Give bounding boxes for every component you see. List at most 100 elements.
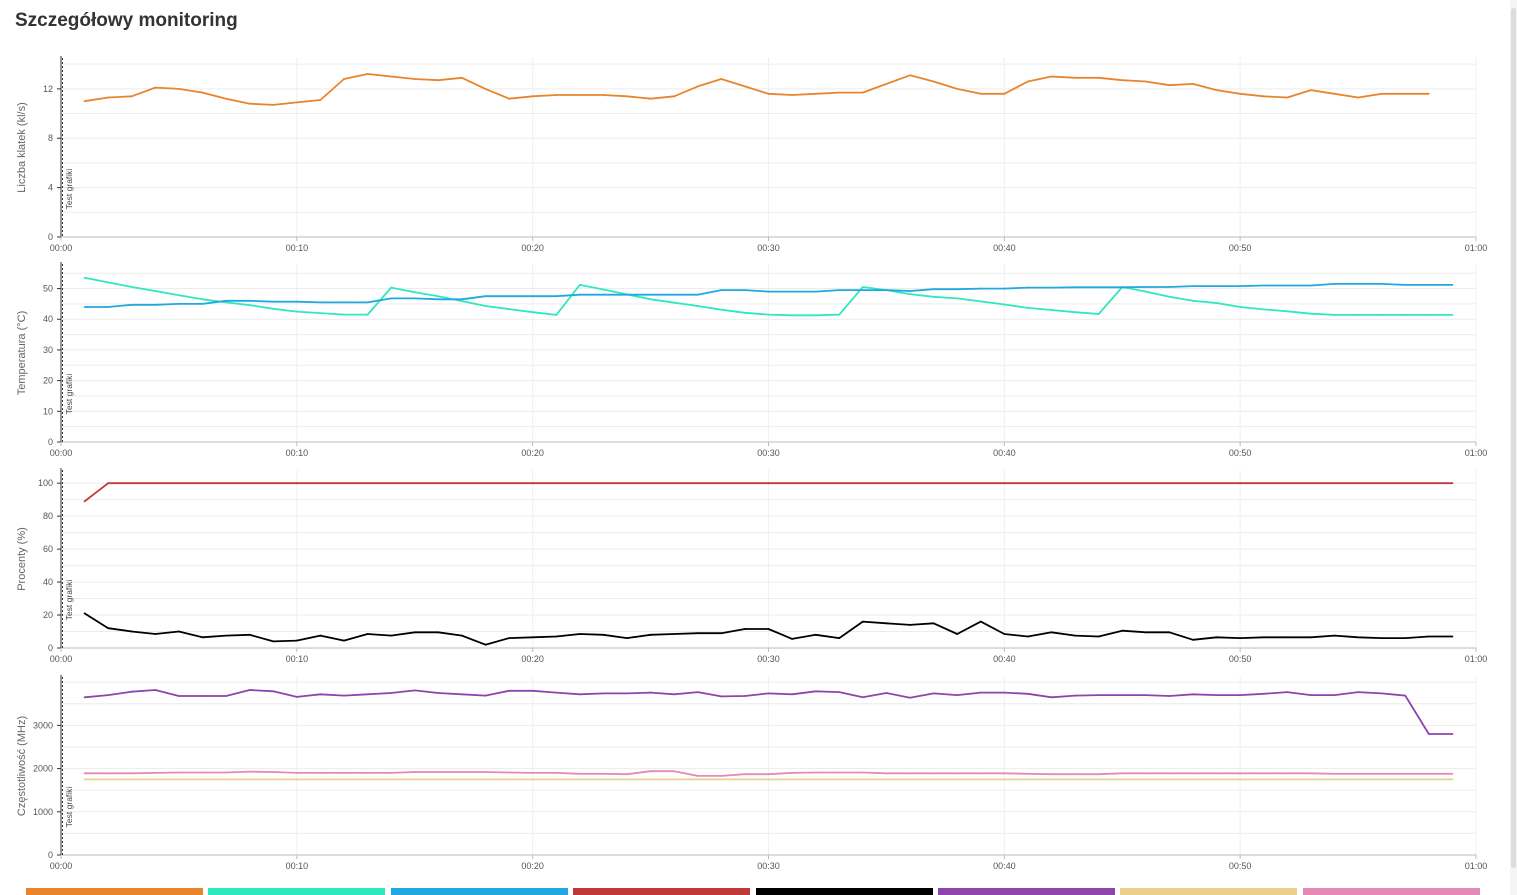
data-point (791, 772, 793, 774)
data-point (343, 482, 345, 485)
data-point (1310, 482, 1312, 485)
data-point (744, 695, 746, 697)
data-point (1168, 482, 1171, 485)
data-point (1192, 83, 1194, 85)
data-point (1003, 482, 1006, 485)
data-point (1097, 482, 1100, 485)
data-point (555, 482, 558, 485)
legend-item-gpu_load[interactable] (573, 888, 751, 895)
data-point (1192, 778, 1194, 781)
data-point (1333, 778, 1336, 781)
data-point (178, 778, 180, 781)
data-point (295, 695, 298, 698)
data-point (626, 773, 628, 776)
data-point (130, 778, 133, 781)
data-point (343, 778, 345, 781)
data-point (130, 690, 133, 693)
data-point (461, 693, 463, 696)
data-point (649, 482, 652, 485)
y-tick-label: 20 (43, 376, 53, 386)
x-tick-label: 01:00 (1465, 448, 1488, 458)
data-point (1380, 692, 1383, 695)
data-point (248, 770, 251, 773)
data-point (602, 288, 605, 291)
data-point (744, 85, 746, 88)
data-point (1451, 635, 1454, 638)
data-point (343, 301, 345, 304)
scrollbar-thumb[interactable] (1511, 8, 1516, 868)
data-point (1239, 285, 1242, 287)
data-point (461, 771, 463, 773)
data-point (1380, 482, 1383, 485)
data-point (1050, 773, 1053, 776)
legend-item-mem_clock[interactable] (1302, 888, 1480, 895)
data-point (1050, 286, 1053, 289)
data-point (838, 778, 841, 781)
data-point (791, 314, 793, 317)
data-point (1333, 694, 1336, 697)
legend-item-cpu_load[interactable] (755, 888, 933, 895)
data-point (1168, 631, 1171, 634)
data-point (1380, 283, 1383, 285)
data-point (1404, 637, 1407, 640)
data-point (508, 637, 510, 640)
data-point (201, 778, 204, 781)
data-point (83, 500, 86, 503)
data-point (673, 693, 676, 696)
data-point (248, 482, 251, 485)
legend-item-fps[interactable] (26, 888, 203, 895)
data-point (1144, 482, 1147, 485)
data-point (909, 778, 911, 781)
data-point (909, 772, 911, 775)
data-point (130, 95, 133, 98)
data-point (461, 76, 463, 79)
data-point (1003, 691, 1006, 694)
y-axis-label: Częstotliwość (MHz) (16, 716, 28, 816)
data-point (248, 689, 251, 691)
data-point (555, 772, 558, 774)
data-point (461, 300, 463, 303)
annotation-label: Test grafiki (64, 169, 74, 210)
data-point (201, 91, 204, 94)
data-point (531, 778, 534, 781)
legend-item-cpu_clock[interactable] (938, 888, 1115, 895)
data-point (861, 91, 864, 94)
data-point (272, 771, 275, 773)
data-point (461, 298, 463, 301)
data-point (1027, 772, 1029, 775)
data-point (437, 631, 440, 634)
data-point (154, 303, 157, 306)
data-point (1050, 309, 1053, 311)
data-point (1144, 286, 1147, 288)
data-point (1262, 772, 1265, 775)
data-point (1451, 283, 1454, 286)
data-point (272, 640, 275, 643)
data-point (979, 482, 982, 485)
legend-item-gpu_temp[interactable] (208, 888, 386, 895)
data-point (508, 778, 510, 781)
data-point (1144, 694, 1147, 697)
data-point (1262, 778, 1265, 781)
x-tick-label: 00:10 (286, 243, 309, 253)
data-point (1192, 482, 1194, 485)
data-point (178, 771, 180, 774)
data-point (1357, 482, 1359, 485)
data-point (720, 695, 723, 698)
data-point (1239, 306, 1242, 308)
chart-1: 0 4 8 12 00:00 00:10 00:20 00:30 00:40 00:50 01:00… (16, 56, 1487, 253)
data-point (791, 290, 793, 293)
data-point (437, 482, 440, 485)
legend-item-gpu_clock[interactable] (1120, 888, 1298, 895)
data-point (555, 314, 558, 316)
legend-item-cpu_temp[interactable] (390, 888, 568, 895)
data-point (1286, 636, 1289, 639)
data-point (838, 91, 841, 94)
data-point (1027, 80, 1029, 83)
data-point (932, 778, 935, 781)
vertical-scrollbar[interactable] (1510, 0, 1517, 895)
data-point (885, 772, 888, 775)
data-point (319, 99, 322, 101)
data-point (1286, 96, 1289, 99)
y-tick-label: 100 (38, 478, 53, 488)
data-point (1380, 314, 1383, 316)
